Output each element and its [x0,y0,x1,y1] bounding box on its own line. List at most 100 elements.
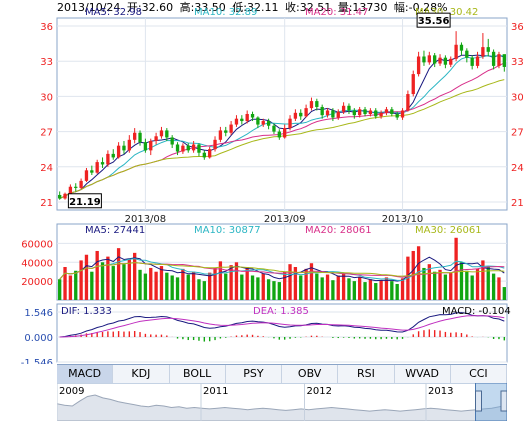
volume-bar [443,274,448,300]
price-xtick: 2013/08 [125,214,167,225]
candle-body [149,140,153,151]
volume-bar [400,278,405,300]
volume-bar [208,272,212,300]
tab-kdj[interactable]: KDJ [113,365,170,383]
volume-bar [143,273,148,300]
volume-bar [470,275,474,300]
candle-body [443,57,448,65]
candle-body [90,170,94,173]
tab-boll[interactable]: BOLL [170,365,226,383]
tab-psy[interactable]: PSY [226,365,282,383]
volume-bar [379,280,383,300]
price-annotation-box [67,193,102,209]
candle-body [261,121,265,125]
volume-bar [175,277,180,300]
range-navigator[interactable]: 2009 2011 2012 2013 [57,383,507,421]
candle-body [111,153,115,158]
price-panel-frame [56,17,508,211]
navigator-xtick: 2009 [59,386,84,397]
volume-bar [347,278,351,300]
candle-body [68,186,73,194]
volume-bar [266,279,271,300]
candle-body [170,137,174,145]
macd-legend-dea: DEA: 1.385 [253,306,309,317]
candle-body [266,121,271,126]
price-xtick: 2013/10 [382,214,424,225]
quote-low: 低:32.11 [232,1,279,14]
volume-bar [395,283,399,300]
volume-bar [191,271,196,300]
volume-bar [68,275,73,300]
candle-body [390,109,394,114]
volume-bar [491,273,496,300]
volume-bar [384,277,389,300]
price-legend-ma30: MA30: 30.42 [415,7,478,18]
candle-body [331,110,335,118]
candle-body [202,152,206,158]
candle-body [250,114,255,118]
volume-bar [309,263,314,300]
candle-body [438,57,442,64]
volume-ytick: 40000 [21,258,53,269]
candle-body [74,186,78,188]
tab-rsi[interactable]: RSI [338,365,395,383]
volume-bar [465,270,469,300]
candle-body [122,145,126,151]
navigator-handle[interactable] [500,390,507,412]
candle-body [352,110,356,116]
candle-body [475,56,480,66]
volume-bar [111,266,115,300]
candle-body [84,170,89,181]
macd-panel-frame [56,303,508,363]
volume-bar [224,273,228,300]
tab-wvad[interactable]: WVAD [395,365,451,383]
candle-body [277,131,281,138]
candle-body [363,109,367,114]
price-ytick-left: 24 [40,163,53,174]
macd-legend-macd: MACD: -0.104 [442,306,511,317]
macd-legend-dif: DIF: 1.333 [61,306,112,317]
tab-cci[interactable]: CCI [451,365,507,383]
volume-bar [186,274,190,300]
volume-bar [325,274,330,300]
volume-bar [363,282,367,300]
tab-obv[interactable]: OBV [282,365,339,383]
quote-high: 高:33.50 [179,1,226,14]
price-ytick-left: 33 [40,57,53,68]
candle-body [325,110,330,116]
volume-bar [79,260,83,300]
candle-body [433,55,437,64]
volume-bar [368,279,373,300]
candle-body [411,74,415,95]
volume-bar [272,281,276,300]
candle-body [63,193,67,199]
candle-body [272,125,276,132]
volume-bar [245,267,249,300]
volume-ma30-line [59,262,505,280]
macd-ytick: -1.546 [21,358,53,364]
candle-body [465,50,469,58]
candle-body [95,162,99,173]
price-ytick-left: 21 [40,198,53,209]
volume-bar [374,283,378,300]
candle-body [454,44,458,59]
candle-body [470,57,474,66]
volume-bar [165,272,169,300]
volume-bar [390,281,394,300]
volume-bar [341,272,346,300]
volume-bar [497,277,501,300]
indicator-tabs: MACD KDJ BOLL PSY OBV RSI WVAD CCI [57,364,507,384]
candle-body [497,54,501,66]
candle-body [336,111,340,118]
price-ma10-line [59,54,505,199]
volume-bar [154,271,158,300]
volume-ytick: 20000 [21,277,53,288]
volume-bar [116,248,121,300]
volume-bar [331,280,335,300]
candle-body [304,108,308,117]
navigator-handle[interactable] [475,390,482,412]
candle-body [165,130,169,138]
tab-macd[interactable]: MACD [57,365,114,383]
price-ma5-line [59,54,505,199]
navigator-area [57,394,507,421]
